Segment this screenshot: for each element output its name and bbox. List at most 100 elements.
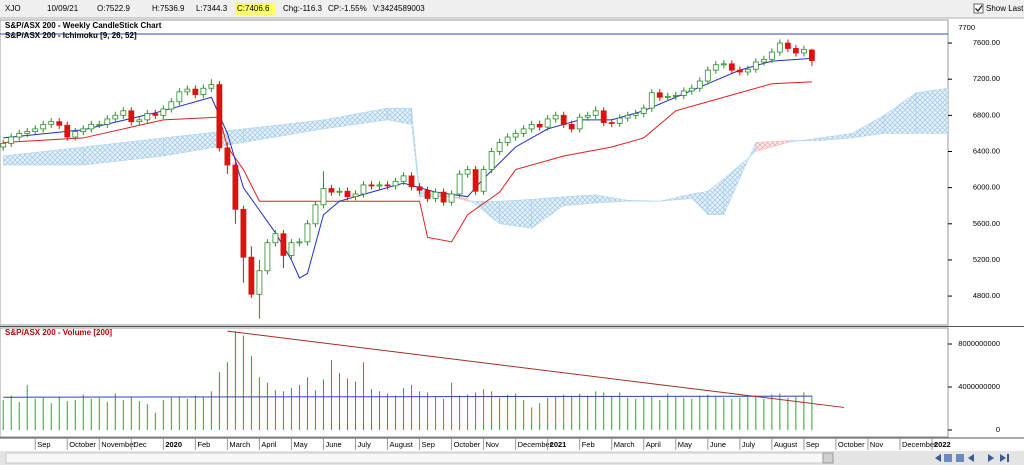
candle-body: [248, 256, 255, 295]
scroll-thumb[interactable]: [822, 452, 834, 464]
candle-body: [760, 58, 767, 63]
candle-body: [32, 128, 39, 133]
volume-plot: [2, 330, 844, 431]
candle-body: [224, 147, 231, 166]
change: Chg:-116.3: [283, 4, 323, 13]
volume-total: V:3424589003: [373, 4, 425, 13]
show-last-checkbox[interactable]: [973, 3, 984, 14]
candle-body: [472, 169, 479, 192]
candle-body: [608, 122, 615, 124]
cloud-segment: [499, 199, 532, 229]
candle-body: [768, 51, 775, 60]
candle-body: [384, 184, 391, 187]
candle-body: [112, 114, 119, 120]
x-tick-label: August: [390, 440, 414, 449]
candle-body: [656, 92, 663, 98]
x-tick-label: Sep: [806, 440, 819, 449]
candle-body: [592, 110, 599, 116]
candle-body: [344, 190, 351, 198]
nav-first[interactable]: [935, 454, 941, 462]
candle-body: [256, 270, 263, 295]
x-tick-label: 2022: [934, 440, 951, 449]
candle-body: [600, 110, 607, 123]
x-tick-label: March: [229, 440, 250, 449]
nav-zoom-in[interactable]: [944, 454, 952, 462]
candle-body: [448, 193, 455, 203]
y-tick-label: 6000.00: [973, 183, 1000, 192]
candle-body: [288, 242, 295, 256]
nav-zoom-out[interactable]: [956, 454, 964, 462]
candle-body: [320, 188, 327, 206]
candle-body: [40, 123, 47, 130]
x-tick-label: Nov: [486, 440, 500, 449]
change-pct: CP:-1.55%: [328, 4, 367, 13]
checkmark: [975, 5, 983, 12]
candle-body: [688, 87, 695, 92]
volume-panel: [0, 327, 949, 438]
y-tick-label: 5600.00: [973, 219, 1000, 228]
scroll-track[interactable]: [5, 452, 833, 464]
candle-body: [104, 118, 111, 125]
x-tick-label: May: [678, 440, 692, 449]
candle-body: [576, 116, 583, 130]
candle-body: [72, 131, 79, 138]
candle-body: [568, 123, 575, 130]
x-tick-label: October: [69, 440, 96, 449]
price-subtitle: S&P/ASX 200 - Ichimoku [9, 26, 52]: [5, 31, 137, 40]
x-tick-label: June: [325, 440, 341, 449]
y-tick-label: 6400.00: [973, 146, 1000, 155]
candle-body: [200, 87, 207, 95]
x-tick-label: November: [101, 440, 136, 449]
y-tick-label: 5200.00: [973, 255, 1000, 264]
candle-body: [24, 131, 31, 134]
cloud-segment: [915, 88, 948, 134]
show-last-label[interactable]: Show Last: [986, 4, 1024, 13]
candle-body: [464, 169, 471, 175]
candle-body: [552, 114, 559, 120]
candle-body: [536, 123, 543, 128]
candle-body: [328, 188, 335, 193]
candle-body: [192, 88, 199, 95]
candle-body: [512, 133, 519, 138]
candle-body: [664, 95, 671, 98]
candle-body: [624, 114, 631, 119]
candle-body: [120, 110, 127, 116]
x-tick-label: July: [742, 440, 756, 449]
x-tick-label: April: [261, 440, 276, 449]
x-tick-label: Feb: [582, 440, 595, 449]
candle-body: [8, 136, 15, 144]
candle-body: [632, 113, 639, 116]
candle-body: [312, 204, 319, 225]
candle-body: [264, 242, 271, 272]
candle-body: [728, 63, 735, 71]
x-tick-label: May: [293, 440, 307, 449]
axes: 4800.00 5200.00 5600.00 6000.00 6400.00 6800.…: [0, 23, 1000, 450]
candle-body: [736, 69, 743, 73]
nav-prev[interactable]: [968, 454, 974, 462]
candle-body: [280, 233, 287, 256]
volume-ma-line: [3, 395, 812, 398]
candle-body: [496, 142, 503, 152]
candle-body: [480, 169, 487, 192]
candle-body: [304, 223, 311, 243]
candle-body: [560, 114, 567, 125]
candle-body: [416, 186, 423, 191]
candle-body: [176, 91, 183, 103]
candle-body: [504, 136, 511, 143]
candle-body: [400, 175, 407, 182]
candle-body: [168, 101, 175, 110]
volume-title: S&P/ASX 200 - Volume [200]: [5, 328, 112, 337]
candle-body: [696, 80, 703, 89]
candle-body: [16, 133, 23, 138]
y-tick-label: 7600.00: [973, 38, 1000, 47]
candle-body: [640, 107, 647, 114]
candle-body: [744, 68, 751, 73]
candle-body: [360, 184, 367, 195]
candle-body: [432, 191, 439, 199]
x-tick-label: December: [518, 440, 553, 449]
candle-body: [800, 48, 807, 54]
nav-next[interactable]: [988, 454, 994, 462]
x-tick-label: October: [454, 440, 481, 449]
nav-last[interactable]: [1000, 454, 1009, 462]
candle-body: [456, 173, 463, 195]
